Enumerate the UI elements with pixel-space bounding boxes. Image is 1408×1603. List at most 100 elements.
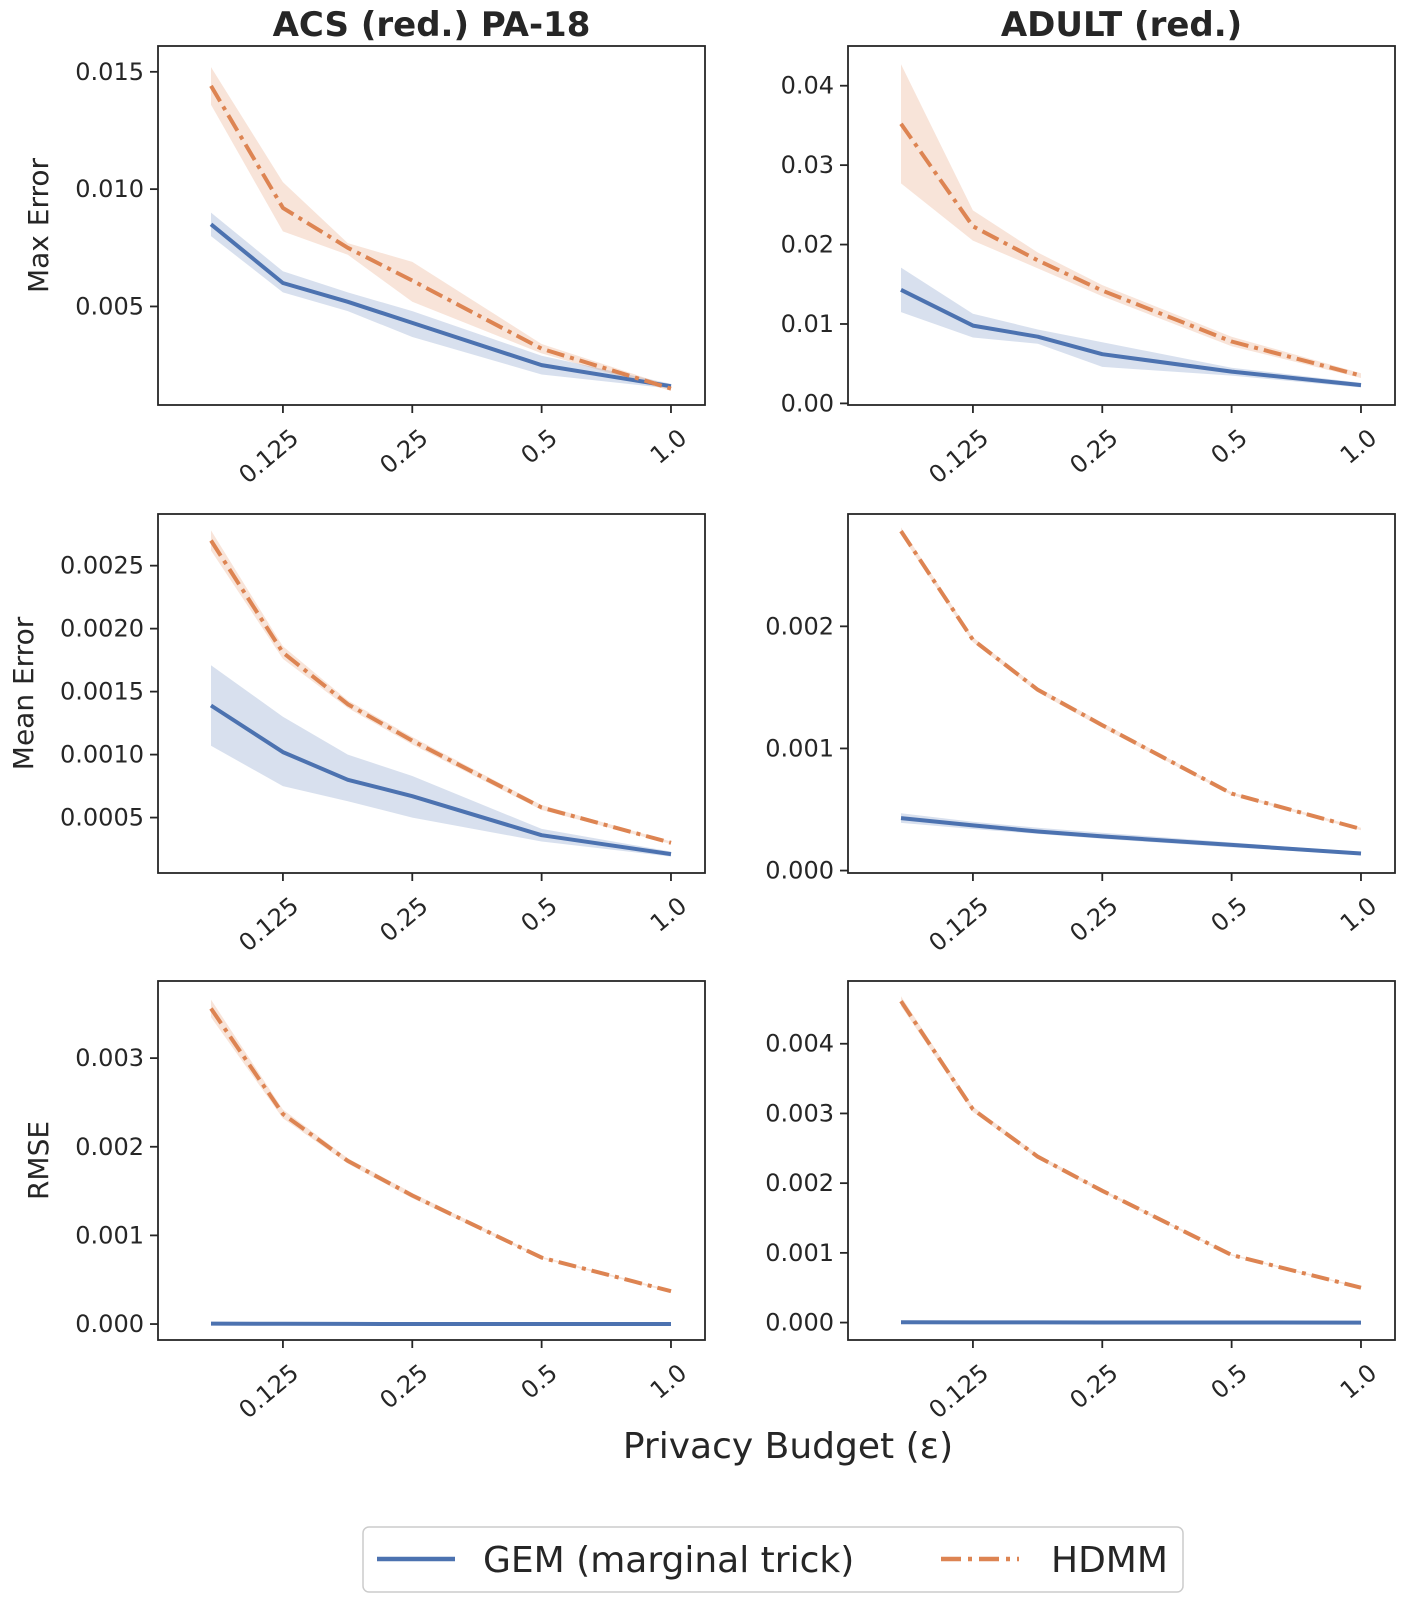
legend-gem-label: GEM (marginal trick)	[483, 1540, 854, 1581]
gem-point	[346, 1322, 349, 1325]
gem-line	[209, 703, 672, 857]
legend-hdmm-label: HDMM	[1051, 1540, 1168, 1581]
axes-frame	[847, 45, 1396, 406]
gem-point	[1230, 1321, 1233, 1324]
hdmm-line	[209, 1007, 672, 1294]
y-axis-label: RMSE	[22, 1121, 55, 1200]
hdmm-point	[281, 1113, 284, 1116]
hdmm-point	[281, 206, 284, 209]
y-tick-label: 0.0010	[60, 741, 144, 769]
y-axis-label: Max Error	[22, 157, 55, 293]
plot-area	[209, 999, 673, 1326]
hdmm-point	[1360, 828, 1363, 831]
x-tick-label: 0.25	[375, 892, 434, 948]
hdmm-point	[346, 1159, 349, 1162]
hdmm-point	[411, 279, 414, 282]
gem-point	[1101, 353, 1104, 356]
y-tick-label: 0.004	[765, 1030, 834, 1058]
gem-point	[346, 300, 349, 303]
gem-point	[210, 704, 213, 707]
gem-point	[411, 795, 414, 798]
x-tick-label: 0.125	[923, 1359, 994, 1425]
gem-point	[971, 824, 974, 827]
hdmm-point	[1101, 724, 1104, 727]
x-tick-label: 1.0	[645, 424, 692, 470]
gem-point	[900, 817, 903, 820]
x-tick-label: 0.125	[233, 892, 304, 958]
panel-adult-rmse: 0.000 0.001 0.002 0.003 0.004 0.125 0.25 0.5 1.0	[765, 980, 1396, 1425]
hdmm-line	[899, 1000, 1362, 1290]
gem-line	[209, 222, 672, 389]
gem-line	[900, 816, 1362, 856]
x-tick-label: 0.5	[516, 424, 563, 470]
hdmm-point	[1101, 289, 1104, 292]
hdmm-point	[346, 246, 349, 249]
gem-point	[900, 288, 903, 291]
y-tick-label: 0.001	[765, 734, 834, 762]
gem-line	[900, 288, 1362, 388]
plot-area	[899, 527, 1363, 856]
x-tick-label: 1.0	[1335, 424, 1382, 470]
gem-point	[281, 282, 284, 285]
panel-adult-mean: 0.000 0.001 0.002 0.125 0.25 0.5 1.0	[765, 513, 1396, 957]
gem-point	[411, 321, 414, 324]
hdmm-point	[670, 841, 673, 844]
hdmm-point	[1230, 1254, 1233, 1257]
hdmm-ci-band	[211, 999, 671, 1293]
hdmm-point	[281, 651, 284, 654]
hdmm-point	[900, 1000, 903, 1003]
gem-point	[281, 1322, 284, 1325]
gem-point	[670, 853, 673, 856]
axes-frame	[157, 980, 706, 1341]
x-tick-label: 0.25	[375, 1359, 434, 1415]
x-tick-label: 0.25	[1065, 424, 1124, 480]
y-tick-label: 0.002	[765, 612, 834, 640]
column-title: ACS (red.) PA-18	[273, 5, 591, 45]
hdmm-line	[209, 539, 672, 845]
hdmm-point	[900, 530, 903, 533]
plot-area	[209, 530, 673, 857]
hdmm-point	[1230, 340, 1233, 343]
gem-point	[971, 324, 974, 327]
hdmm-point	[411, 739, 414, 742]
hdmm-point	[210, 1007, 213, 1010]
gem-point	[540, 834, 543, 837]
x-tick-label: 0.5	[1206, 424, 1253, 470]
y-tick-label: 0.00	[781, 389, 834, 417]
gem-ci-band	[211, 665, 671, 857]
legend-frame	[362, 1526, 1184, 1593]
gem-point	[210, 1322, 213, 1325]
y-tick-label: 0.0025	[60, 552, 144, 580]
x-tick-label: 1.0	[645, 892, 692, 938]
panel-adult-max: 0.00 0.01 0.02 0.03 0.04 0.125 0.25 0.5 1.0 ADULT…	[781, 5, 1396, 489]
hdmm-point	[670, 1290, 673, 1293]
gem-point	[540, 1323, 543, 1326]
gem-point	[900, 1321, 903, 1324]
hdmm-point	[900, 122, 903, 125]
y-tick-label: 0.015	[75, 58, 144, 86]
gem-point	[971, 1321, 974, 1324]
hdmm-point	[540, 806, 543, 809]
gem-point	[1101, 835, 1104, 838]
hdmm-point	[1036, 688, 1039, 691]
axes-frame	[157, 513, 706, 874]
hdmm-point	[971, 225, 974, 228]
x-tick-label: 0.5	[1206, 892, 1253, 938]
hdmm-point	[411, 1194, 414, 1197]
hdmm-point	[1036, 259, 1039, 262]
y-tick-label: 0.0015	[60, 678, 144, 706]
gem-point	[1360, 1321, 1363, 1324]
hdmm-point	[1036, 1155, 1039, 1158]
hdmm-point	[971, 638, 974, 641]
legend: GEM (marginal trick) HDMM	[362, 1526, 1184, 1593]
y-tick-label: 0.003	[765, 1099, 834, 1127]
x-tick-label: 0.25	[1065, 892, 1124, 948]
y-tick-label: 0.02	[781, 231, 834, 259]
x-tick-label: 1.0	[1335, 892, 1382, 938]
gem-point	[670, 1323, 673, 1326]
panel-acs-max: 0.005 0.010 0.015 0.125 0.25 0.5 1.0 ACS (red.)…	[22, 5, 706, 489]
hdmm-point	[1360, 1286, 1363, 1289]
y-tick-label: 0.002	[765, 1169, 834, 1197]
x-tick-label: 0.125	[233, 1359, 304, 1425]
